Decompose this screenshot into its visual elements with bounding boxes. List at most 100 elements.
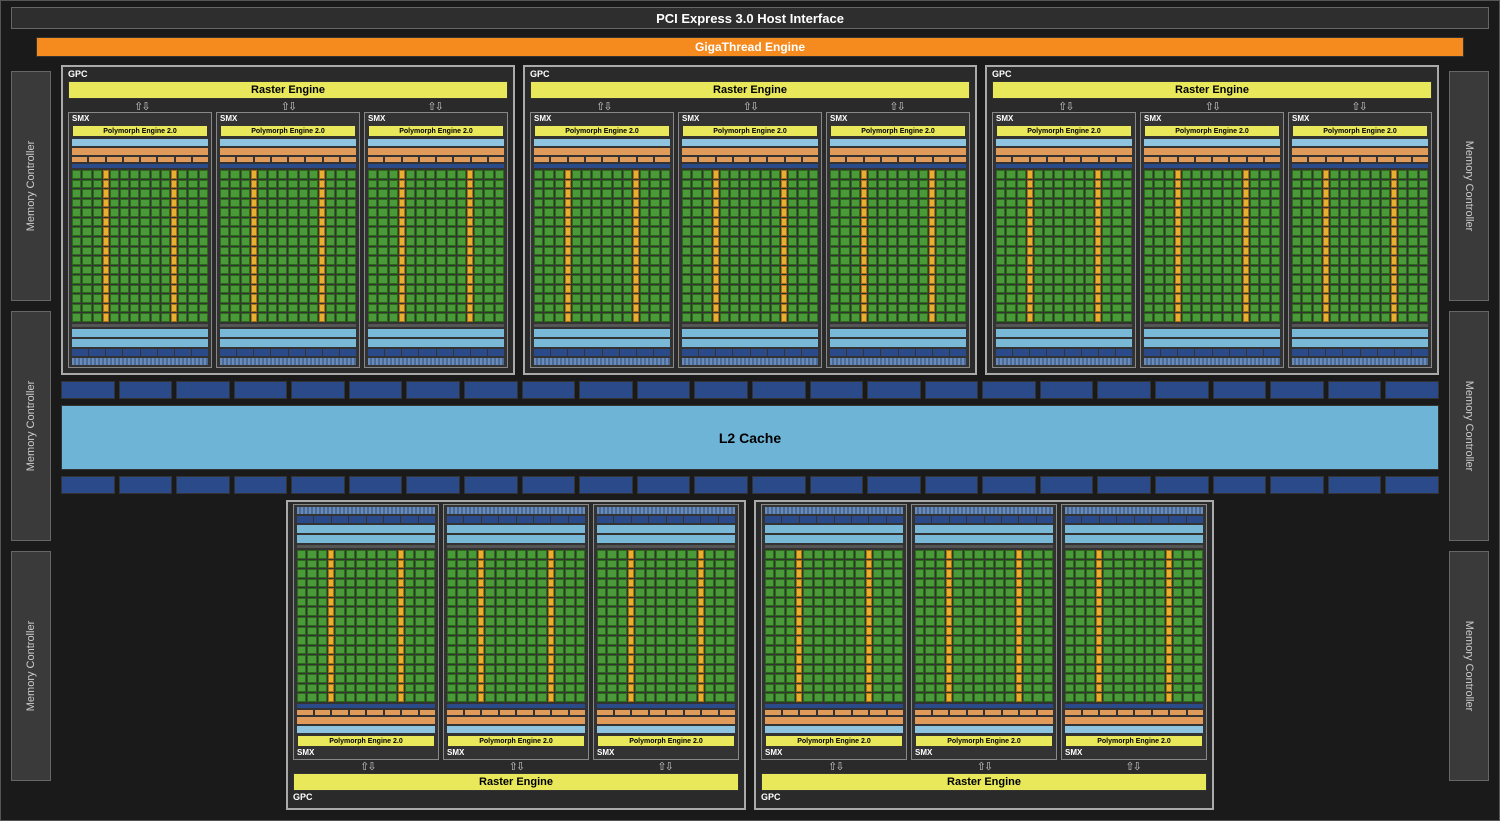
register-file [297, 704, 435, 708]
smx-label: SMX [70, 114, 210, 124]
l1-cache [1065, 535, 1203, 543]
cache-slice [1270, 476, 1324, 494]
shared-memory [297, 525, 435, 533]
register-file [996, 164, 1132, 168]
memory-controller-label: Memory Controller [1463, 141, 1475, 231]
dispatch-ports [597, 710, 735, 715]
dispatch-ports [1292, 157, 1428, 162]
l2-cache: L2 Cache [61, 405, 1439, 470]
register-file [534, 164, 670, 168]
raster-engine: Raster Engine [761, 773, 1207, 791]
cache-slice [406, 476, 460, 494]
texture-cache [682, 358, 818, 365]
cache-slice [1328, 381, 1382, 399]
smx-block: SMXPolymorph Engine 2.0 [216, 112, 360, 368]
memory-controller: Memory Controller [11, 551, 51, 781]
smx-block: SMXPolymorph Engine 2.0 [293, 504, 439, 760]
dispatch-ports [915, 710, 1053, 715]
cache-slice [1385, 476, 1439, 494]
cache-slice [982, 476, 1036, 494]
interconnect [220, 324, 356, 327]
cache-slice [291, 381, 345, 399]
gpc-label: GPC [68, 69, 508, 80]
memory-controller: Memory Controller [1449, 71, 1489, 301]
texture-units [765, 516, 903, 523]
dispatch-bar [1292, 148, 1428, 155]
smx-block: SMXPolymorph Engine 2.0 [1288, 112, 1432, 368]
cuda-core-array [534, 170, 670, 322]
dispatch-ports [996, 157, 1132, 162]
cache-slice [1385, 381, 1439, 399]
shared-memory [915, 525, 1053, 533]
smx-label: SMX [994, 114, 1134, 124]
smx-label: SMX [595, 748, 737, 758]
cache-slice [291, 476, 345, 494]
cache-slice [349, 476, 403, 494]
l1-cache [72, 329, 208, 337]
texture-cache [1065, 507, 1203, 514]
memory-controller-label: Memory Controller [25, 141, 37, 231]
cache-slice [464, 476, 518, 494]
dispatch-ports [1144, 157, 1280, 162]
texture-units [220, 349, 356, 356]
cuda-core-array [682, 170, 818, 322]
cache-slice [522, 476, 576, 494]
dispatch-bar [996, 148, 1132, 155]
smx-label: SMX [1142, 114, 1282, 124]
cuda-core-array [1144, 170, 1280, 322]
smx-block: SMXPolymorph Engine 2.0 [678, 112, 822, 368]
polymorph-engine: Polymorph Engine 2.0 [297, 735, 435, 747]
shared-memory [1065, 525, 1203, 533]
cuda-core-array [996, 170, 1132, 322]
raster-engine: Raster Engine [68, 81, 508, 99]
polymorph-engine: Polymorph Engine 2.0 [996, 125, 1132, 137]
cuda-core-array [1065, 550, 1203, 702]
smx-row: SMXPolymorph Engine 2.0SMXPolymorph Engi… [530, 112, 970, 368]
cache-slice [61, 476, 115, 494]
l1-cache [534, 329, 670, 337]
smx-label: SMX [763, 748, 905, 758]
texture-cache [597, 507, 735, 514]
scheduler-bar [72, 139, 208, 146]
texture-units [447, 516, 585, 523]
memory-controller: Memory Controller [11, 311, 51, 541]
texture-units [72, 349, 208, 356]
cache-slice [61, 381, 115, 399]
scheduler-bar [1292, 139, 1428, 146]
scheduler-bar [447, 726, 585, 733]
cache-slice [752, 381, 806, 399]
smx-label: SMX [1063, 748, 1205, 758]
scheduler-bar [830, 139, 966, 146]
cache-slice [349, 381, 403, 399]
raster-engine: Raster Engine [992, 81, 1432, 99]
gpc-block: GPCRaster Engine⇧⇩⇧⇩⇧⇩SMXPolymorph Engin… [523, 65, 977, 375]
register-file [220, 164, 356, 168]
texture-cache [765, 507, 903, 514]
cache-slice [637, 381, 691, 399]
shared-memory [368, 339, 504, 347]
smx-label: SMX [828, 114, 968, 124]
smx-row: SMXPolymorph Engine 2.0SMXPolymorph Engi… [293, 504, 739, 760]
interconnect [1292, 324, 1428, 327]
smx-block: SMXPolymorph Engine 2.0 [1140, 112, 1284, 368]
register-file [1292, 164, 1428, 168]
dispatch-bar [220, 148, 356, 155]
cuda-core-array [220, 170, 356, 322]
cache-slice [119, 476, 173, 494]
cuda-core-array [915, 550, 1053, 702]
l1-cache [996, 329, 1132, 337]
cache-slice [522, 381, 576, 399]
dispatch-ports [682, 157, 818, 162]
register-file [72, 164, 208, 168]
smx-block: SMXPolymorph Engine 2.0 [593, 504, 739, 760]
cuda-core-array [765, 550, 903, 702]
cuda-core-array [368, 170, 504, 322]
cache-slice [1155, 381, 1209, 399]
texture-units [682, 349, 818, 356]
cache-slice [1270, 381, 1324, 399]
interconnect [297, 545, 435, 548]
scheduler-bar [996, 139, 1132, 146]
smx-block: SMXPolymorph Engine 2.0 [761, 504, 907, 760]
smx-row: SMXPolymorph Engine 2.0SMXPolymorph Engi… [992, 112, 1432, 368]
smx-block: SMXPolymorph Engine 2.0 [1061, 504, 1207, 760]
